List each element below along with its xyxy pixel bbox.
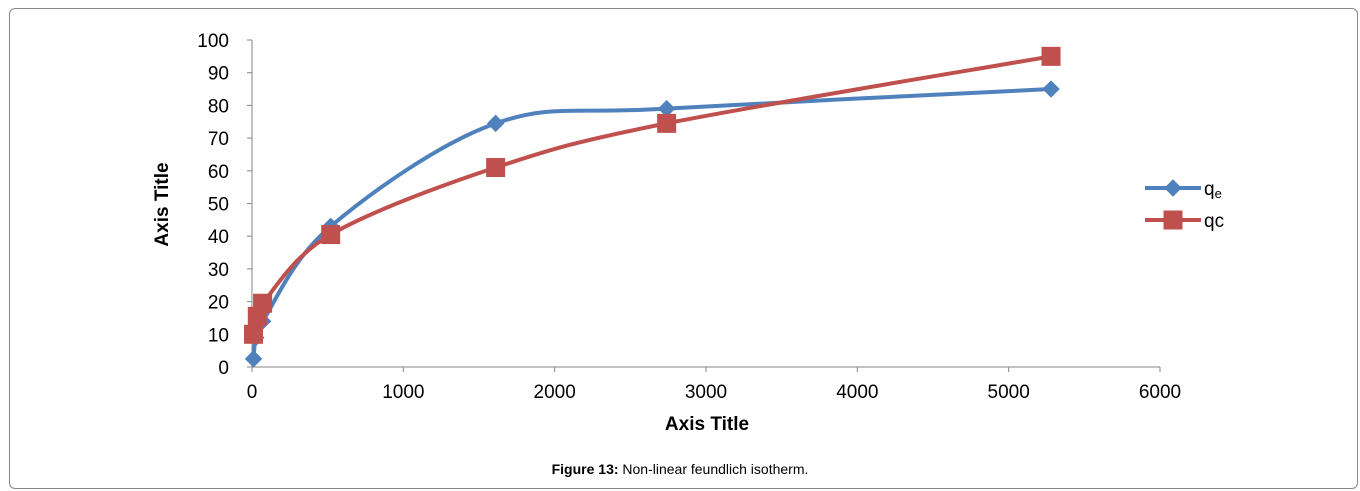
x-tick-label: 4000 — [836, 382, 878, 403]
legend-label-qc: qc — [1204, 211, 1224, 232]
data-point-qe — [1042, 80, 1060, 98]
chart-frame — [9, 8, 1358, 489]
caption-label: Figure 13: — [551, 461, 619, 477]
x-axis-title: Axis Title — [665, 414, 749, 435]
x-tick-label: 6000 — [1139, 382, 1181, 403]
legend-marker-qc — [1163, 210, 1183, 230]
x-ticks: 0 1000 2000 3000 4000 5000 6000 — [247, 367, 1181, 403]
data-point-qc — [486, 158, 506, 178]
data-point-qc — [253, 293, 273, 313]
y-tick-label: 80 — [208, 96, 229, 117]
data-point-qc — [657, 113, 677, 133]
x-tick-label: 0 — [247, 382, 258, 403]
y-tick-label: 100 — [197, 31, 229, 52]
data-point-qe — [244, 350, 263, 368]
legend: qe qc — [1145, 179, 1224, 232]
figure-caption: Figure 13: Non-linear feundlich isotherm… — [0, 461, 1360, 477]
caption-text: Non-linear feundlich isotherm. — [618, 461, 809, 477]
data-point-qe — [486, 114, 505, 133]
legend-item-qe: qe — [1145, 179, 1222, 201]
data-point-qc — [244, 324, 264, 344]
legend-label-qe: qe — [1204, 179, 1222, 201]
series-qc — [244, 46, 1061, 344]
x-tick-label: 5000 — [988, 382, 1030, 403]
data-point-qc — [1041, 46, 1061, 66]
x-tick-label: 2000 — [534, 382, 576, 403]
y-tick-label: 40 — [208, 227, 229, 248]
y-axis-title: Axis Title — [152, 162, 173, 246]
legend-marker-qe — [1164, 179, 1182, 197]
y-tick-label: 10 — [208, 325, 229, 346]
x-tick-label: 1000 — [382, 382, 424, 403]
series-line-qe — [251, 87, 1054, 361]
y-tick-label: 0 — [218, 358, 229, 379]
y-ticks: 0 10 20 30 40 50 60 70 80 90 100 — [197, 31, 252, 379]
series-layer — [244, 46, 1061, 368]
y-tick-label: 70 — [208, 129, 229, 150]
legend-item-qc: qc — [1145, 210, 1224, 232]
y-tick-label: 20 — [208, 293, 229, 314]
series-qe — [244, 80, 1060, 368]
y-tick-label: 50 — [208, 195, 229, 216]
y-tick-label: 90 — [208, 64, 229, 85]
y-tick-label: 30 — [208, 260, 229, 281]
x-tick-label: 3000 — [685, 382, 727, 403]
y-tick-label: 60 — [208, 162, 229, 183]
data-point-qc — [321, 225, 341, 245]
